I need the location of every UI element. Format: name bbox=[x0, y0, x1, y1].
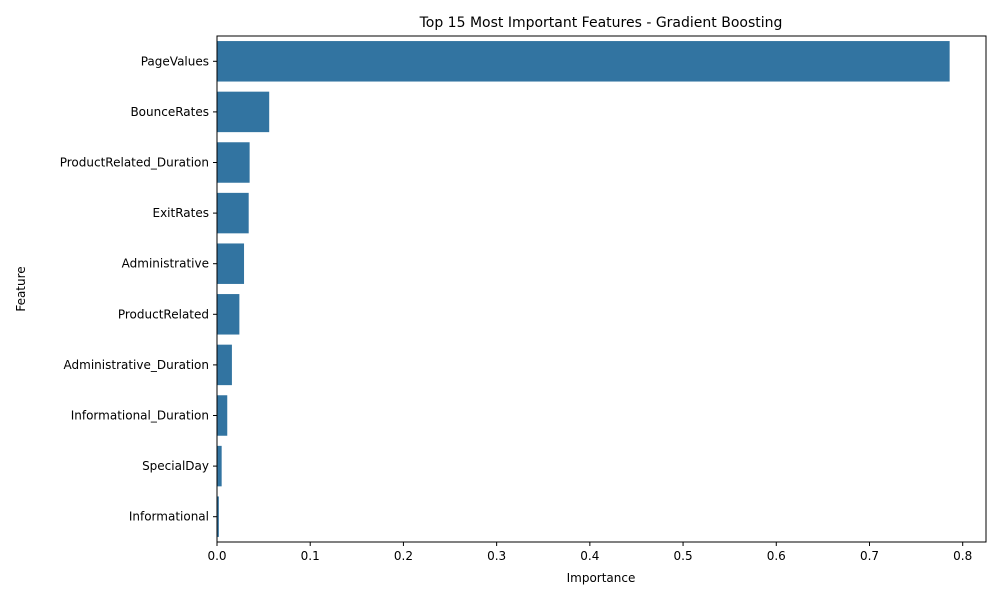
y-tick-label: Informational bbox=[129, 510, 209, 524]
bar bbox=[217, 41, 950, 82]
y-tick-label: Administrative bbox=[122, 257, 209, 271]
y-tick-label: Administrative_Duration bbox=[64, 358, 209, 372]
y-tick-label: BounceRates bbox=[130, 105, 209, 119]
x-tick-label: 0.0 bbox=[207, 549, 226, 563]
y-tick-label: ProductRelated_Duration bbox=[60, 156, 209, 170]
x-tick-label: 0.7 bbox=[860, 549, 879, 563]
bar bbox=[217, 344, 232, 386]
x-tick-label: 0.4 bbox=[580, 549, 599, 563]
x-tick-label: 0.6 bbox=[767, 549, 786, 563]
bar bbox=[217, 91, 270, 133]
chart-title: Top 15 Most Important Features - Gradien… bbox=[419, 15, 783, 31]
x-tick-label: 0.2 bbox=[394, 549, 413, 563]
y-tick-label: ExitRates bbox=[153, 206, 210, 220]
y-tick-label: PageValues bbox=[141, 54, 209, 68]
x-tick-label: 0.1 bbox=[301, 549, 320, 563]
bar bbox=[217, 294, 240, 335]
bar bbox=[217, 142, 250, 183]
y-tick-label: SpecialDay bbox=[142, 459, 209, 473]
x-tick-label: 0.8 bbox=[953, 549, 972, 563]
x-tick-label: 0.3 bbox=[487, 549, 506, 563]
plot-area: PageValues BounceRates ProductRelated_Dura… bbox=[60, 35, 987, 563]
bar bbox=[217, 192, 249, 234]
bar bbox=[217, 445, 222, 487]
y-axis-label: Feature bbox=[14, 266, 28, 311]
y-tick-label: Informational_Duration bbox=[71, 409, 209, 423]
y-tick-label: ProductRelated bbox=[118, 307, 209, 321]
bar bbox=[217, 243, 245, 284]
x-tick-label: 0.5 bbox=[674, 549, 693, 563]
plot-frame bbox=[216, 35, 987, 543]
x-axis-label: Importance bbox=[567, 571, 636, 585]
bar bbox=[217, 395, 228, 436]
bar bbox=[217, 496, 219, 537]
